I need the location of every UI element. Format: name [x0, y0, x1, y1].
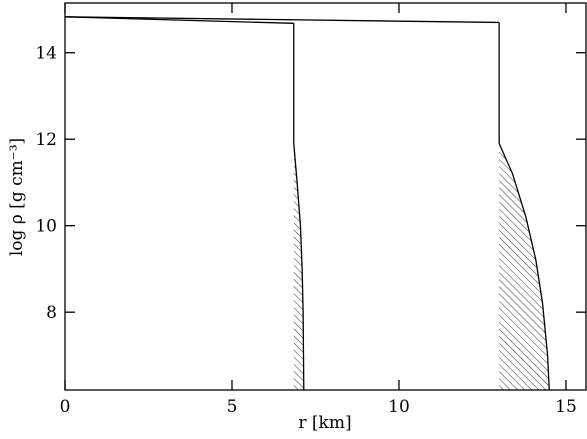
x-tick-label: 5: [227, 397, 238, 417]
crust-hatch: [499, 143, 550, 390]
crust-line: [498, 143, 550, 391]
x-tick-label: 15: [555, 397, 577, 417]
x-tick-label: 10: [388, 397, 410, 417]
core-line: [64, 16, 500, 24]
y-tick-label: 12: [35, 130, 57, 150]
y-tick-label: 10: [35, 217, 57, 237]
x-axis-label: r [km]: [298, 413, 351, 433]
plot-frame: [64, 2, 587, 391]
crust-line: [293, 143, 305, 391]
y-tick-label: 14: [35, 44, 57, 64]
y-tick-label: 8: [46, 303, 57, 323]
crust-hatch: [293, 143, 304, 390]
core-line: [64, 16, 294, 24]
x-tick-label: 0: [60, 397, 71, 417]
y-axis-label: log ρ [g cm⁻³]: [7, 138, 27, 256]
